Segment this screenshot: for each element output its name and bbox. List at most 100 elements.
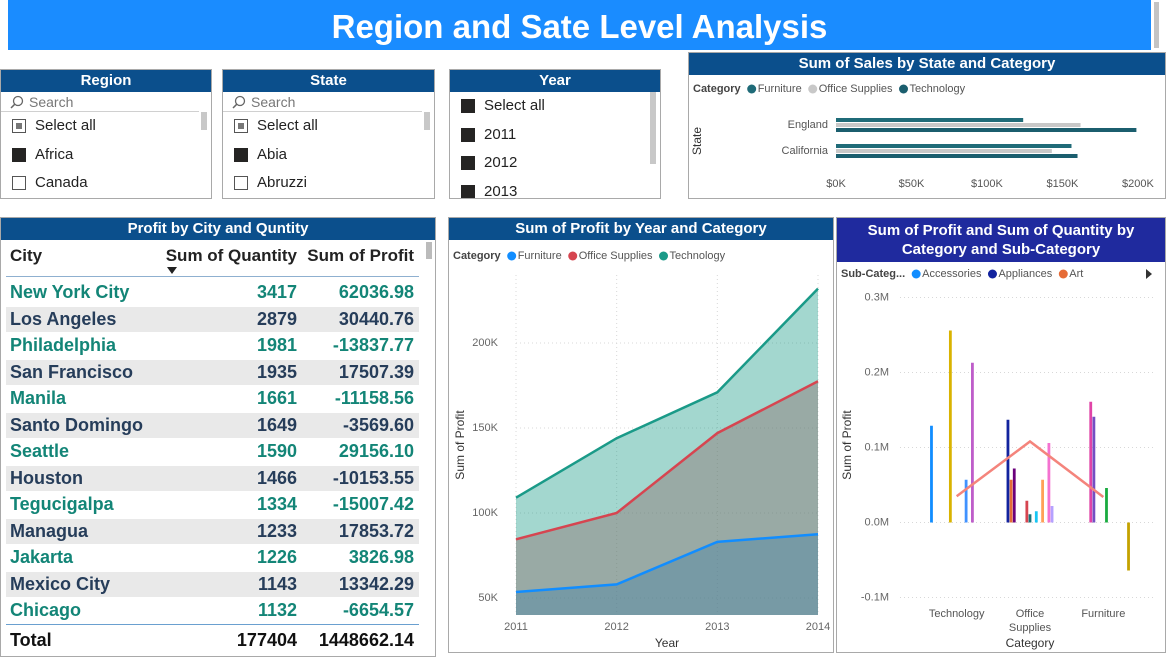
table-cell: 62036.98 xyxy=(338,282,414,302)
sort-indicator xyxy=(167,267,177,274)
checkbox[interactable] xyxy=(461,184,475,198)
slicer-item[interactable]: 2012 xyxy=(450,153,648,173)
table-cell: 29156.10 xyxy=(338,441,414,461)
checkbox[interactable] xyxy=(234,176,248,190)
table-cell: Los Angeles xyxy=(10,308,117,329)
slicer-item-label: Africa xyxy=(35,145,74,163)
table-row: Chicago 1132 -6654.57 xyxy=(6,598,419,623)
x-tick-label: Office Supplies xyxy=(1008,608,1052,634)
slicer-item-label: Select all xyxy=(484,97,545,114)
table-row: Los Angeles 2879 30440.76 xyxy=(6,306,419,332)
column-header[interactable]: Sum of Profit xyxy=(307,246,414,265)
search-icon xyxy=(232,95,246,109)
table-cell: 1590 xyxy=(256,441,297,461)
checkbox[interactable] xyxy=(234,119,248,133)
table-row: Houston 1466 -10153.55 xyxy=(6,465,419,491)
slicer-header: Year xyxy=(450,70,660,92)
checkbox[interactable] xyxy=(12,119,26,133)
slicer-item[interactable]: 2013 xyxy=(450,182,648,198)
table-cell: -6654.57 xyxy=(342,600,414,620)
table-cell: 1132 xyxy=(257,600,297,620)
table-cell: 1649 xyxy=(256,414,297,435)
slicer-item[interactable]: Abia xyxy=(223,145,422,165)
table-cell: -3569.60 xyxy=(342,414,414,435)
table-cell: 3417 xyxy=(256,282,297,302)
checkbox[interactable] xyxy=(461,127,475,142)
slicer-item-label: Select all xyxy=(257,117,318,134)
slicer-header: State xyxy=(223,70,434,92)
chart-title: Sum of Profit by Year and Category xyxy=(449,218,833,240)
table-cell: Jakarta xyxy=(10,547,74,567)
table-cell: -15007.42 xyxy=(332,494,414,514)
table-cell: 13342.29 xyxy=(338,573,414,594)
checkbox-partial xyxy=(238,123,244,129)
table-row: Mexico City 1143 13342.29 xyxy=(6,571,419,597)
scrollbar[interactable] xyxy=(201,112,207,130)
table-row: Philadelphia 1981 -13837.77 xyxy=(6,333,419,358)
table-cell: Houston xyxy=(10,467,83,488)
table-cell: 1233 xyxy=(256,520,297,541)
table-row: Tegucigalpa 1334 -15007.42 xyxy=(6,492,419,517)
slicer-header: Region xyxy=(1,70,211,92)
search-icon xyxy=(10,95,24,109)
table-cell: 3826.98 xyxy=(348,547,414,567)
scrollbar[interactable] xyxy=(426,242,432,259)
table-cell: 1981 xyxy=(256,335,297,355)
table-cell: Managua xyxy=(10,520,89,541)
slicer-search[interactable]: Search xyxy=(223,92,422,112)
table-cell: 17853.72 xyxy=(338,520,414,541)
checkbox[interactable] xyxy=(461,156,475,170)
slicer-item[interactable]: Canada xyxy=(1,173,199,193)
slicer-search[interactable]: Search xyxy=(1,92,199,112)
column-header[interactable]: Sum of Quantity xyxy=(165,246,297,265)
checkbox[interactable] xyxy=(12,176,26,190)
table-row: Managua 1233 17853.72 xyxy=(6,518,419,544)
table-cell: -10153.55 xyxy=(332,467,414,488)
table-cell: 1226 xyxy=(256,547,297,567)
table-cell: Santo Domingo xyxy=(10,414,143,435)
table-title: Profit by City and Quntity xyxy=(1,218,435,240)
column-header[interactable]: City xyxy=(10,246,43,265)
total-cell: 1448662.14 xyxy=(318,630,414,650)
x-tick-label: Technology xyxy=(928,608,985,620)
checkbox[interactable] xyxy=(12,147,26,162)
table-row: San Francisco 1935 17507.39 xyxy=(6,359,419,385)
dashboard-title: Region and Sate Level Analysis xyxy=(8,0,1151,50)
table-cell: 1334 xyxy=(256,494,297,514)
checkbox[interactable] xyxy=(461,99,475,113)
scrollbar[interactable] xyxy=(650,92,656,164)
chart-visual: Sum of Sales by State and Category xyxy=(688,52,1166,199)
scrollbar[interactable] xyxy=(424,112,430,130)
slicer-item[interactable]: 2011 xyxy=(450,125,648,145)
table-cell: 2879 xyxy=(256,308,297,329)
table-row: Manila 1661 -11158.56 xyxy=(6,386,419,411)
header-rule xyxy=(6,276,419,277)
chart-title: Sum of Sales by State and Category xyxy=(689,53,1165,75)
slicer-list: Select all Abia Abruzzi xyxy=(223,112,422,198)
table-cell: 17507.39 xyxy=(338,361,414,382)
x-tick-label: Furniture xyxy=(1081,608,1126,620)
table-row: New York City 3417 62036.98 xyxy=(6,280,419,305)
table-cell: Manila xyxy=(10,388,67,408)
table-cell: 1143 xyxy=(257,573,297,594)
table-cell: 30440.76 xyxy=(338,308,414,329)
table-cell: Philadelphia xyxy=(10,335,117,355)
slicer-item[interactable]: Select all xyxy=(450,96,648,116)
chart-visual: Sum of Profit by Year and Category xyxy=(448,217,834,653)
slicer-item[interactable]: Select all xyxy=(223,116,422,136)
slicer-item[interactable]: Africa xyxy=(1,145,199,165)
slicer-item-label: Select all xyxy=(35,117,96,134)
table-cell: -11158.56 xyxy=(334,388,414,408)
total-rule xyxy=(6,624,419,625)
total-cell: Total xyxy=(10,630,52,650)
scroll-indicator xyxy=(1154,2,1159,48)
search-placeholder: Search xyxy=(251,94,296,110)
slicer-item[interactable]: Abruzzi xyxy=(223,173,422,193)
checkbox[interactable] xyxy=(234,147,248,162)
total-cell: 177404 xyxy=(236,630,297,650)
slicer-item[interactable]: Select all xyxy=(1,116,199,136)
table-cell: 1466 xyxy=(256,467,297,488)
table-cell: Chicago xyxy=(10,600,82,620)
chart-visual: Sum of Profit and Sum of Quantity by Cat… xyxy=(836,217,1166,653)
table-cell: Seattle xyxy=(10,441,70,461)
